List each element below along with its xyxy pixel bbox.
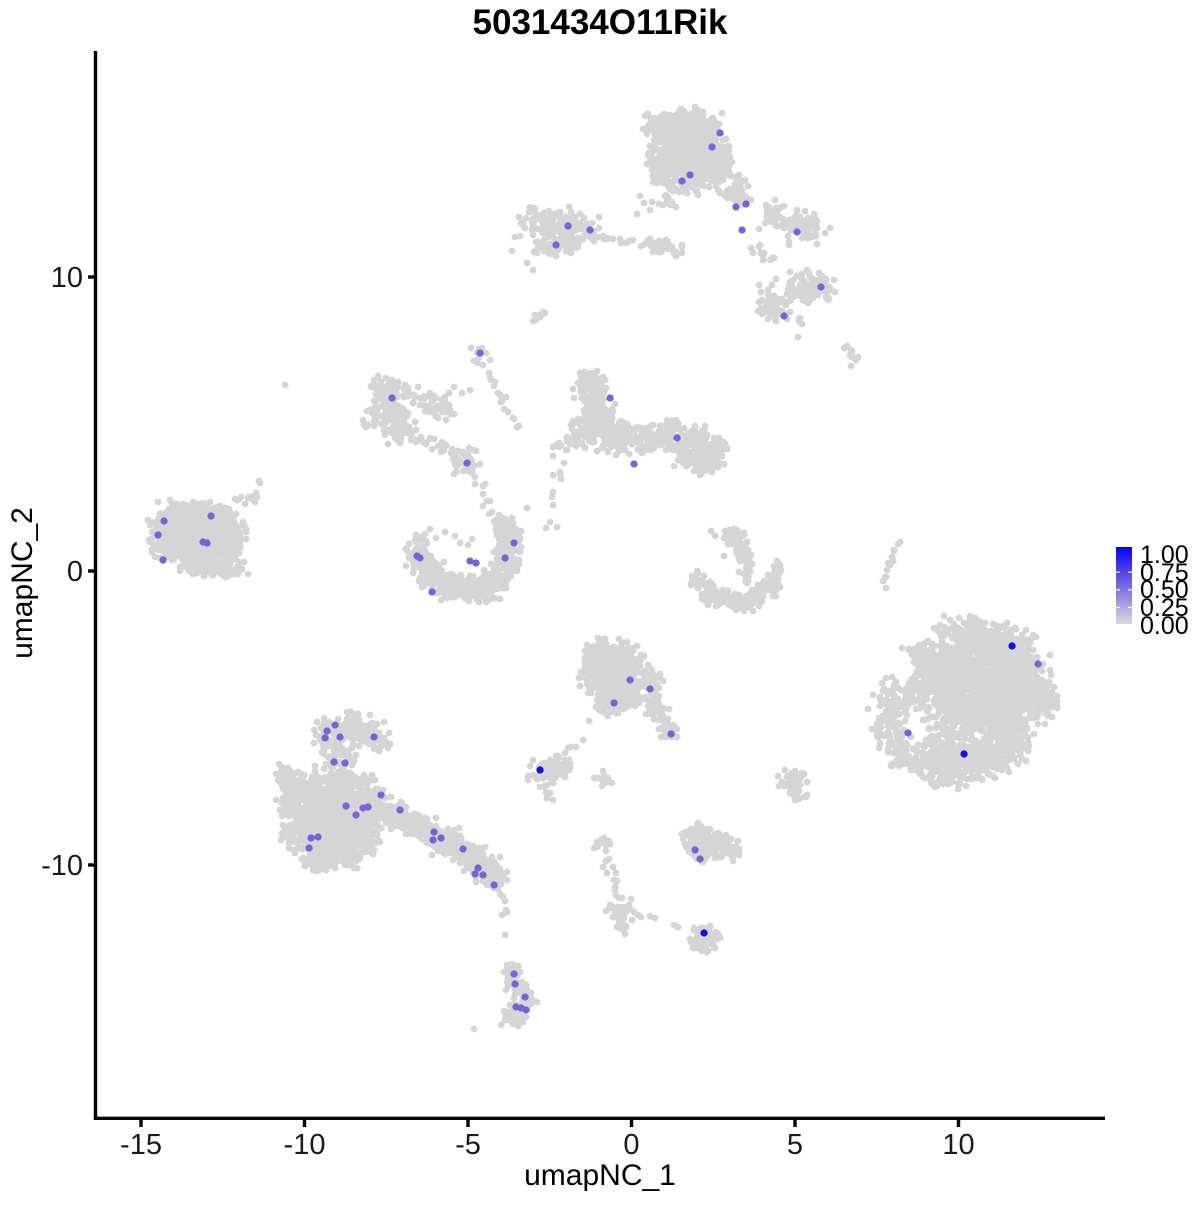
svg-text:0.00: 0.00 [1140, 612, 1189, 640]
svg-text:0.75: 0.75 [1140, 559, 1189, 587]
svg-text:0: 0 [623, 1129, 639, 1161]
svg-text:0: 0 [67, 556, 83, 588]
svg-text:-10: -10 [284, 1129, 326, 1161]
svg-text:5: 5 [787, 1129, 803, 1161]
svg-text:umapNC_1: umapNC_1 [524, 1159, 676, 1192]
svg-text:-10: -10 [41, 850, 83, 882]
svg-text:umapNC_2: umapNC_2 [6, 507, 39, 659]
svg-text:0.50: 0.50 [1140, 576, 1189, 604]
svg-text:-15: -15 [120, 1129, 162, 1161]
svg-text:10: 10 [51, 262, 83, 294]
svg-text:1.00: 1.00 [1140, 541, 1189, 569]
svg-text:-5: -5 [455, 1129, 481, 1161]
svg-text:5031434O11Rik: 5031434O11Rik [473, 3, 728, 42]
svg-text:10: 10 [942, 1129, 974, 1161]
svg-text:0.25: 0.25 [1140, 594, 1189, 622]
